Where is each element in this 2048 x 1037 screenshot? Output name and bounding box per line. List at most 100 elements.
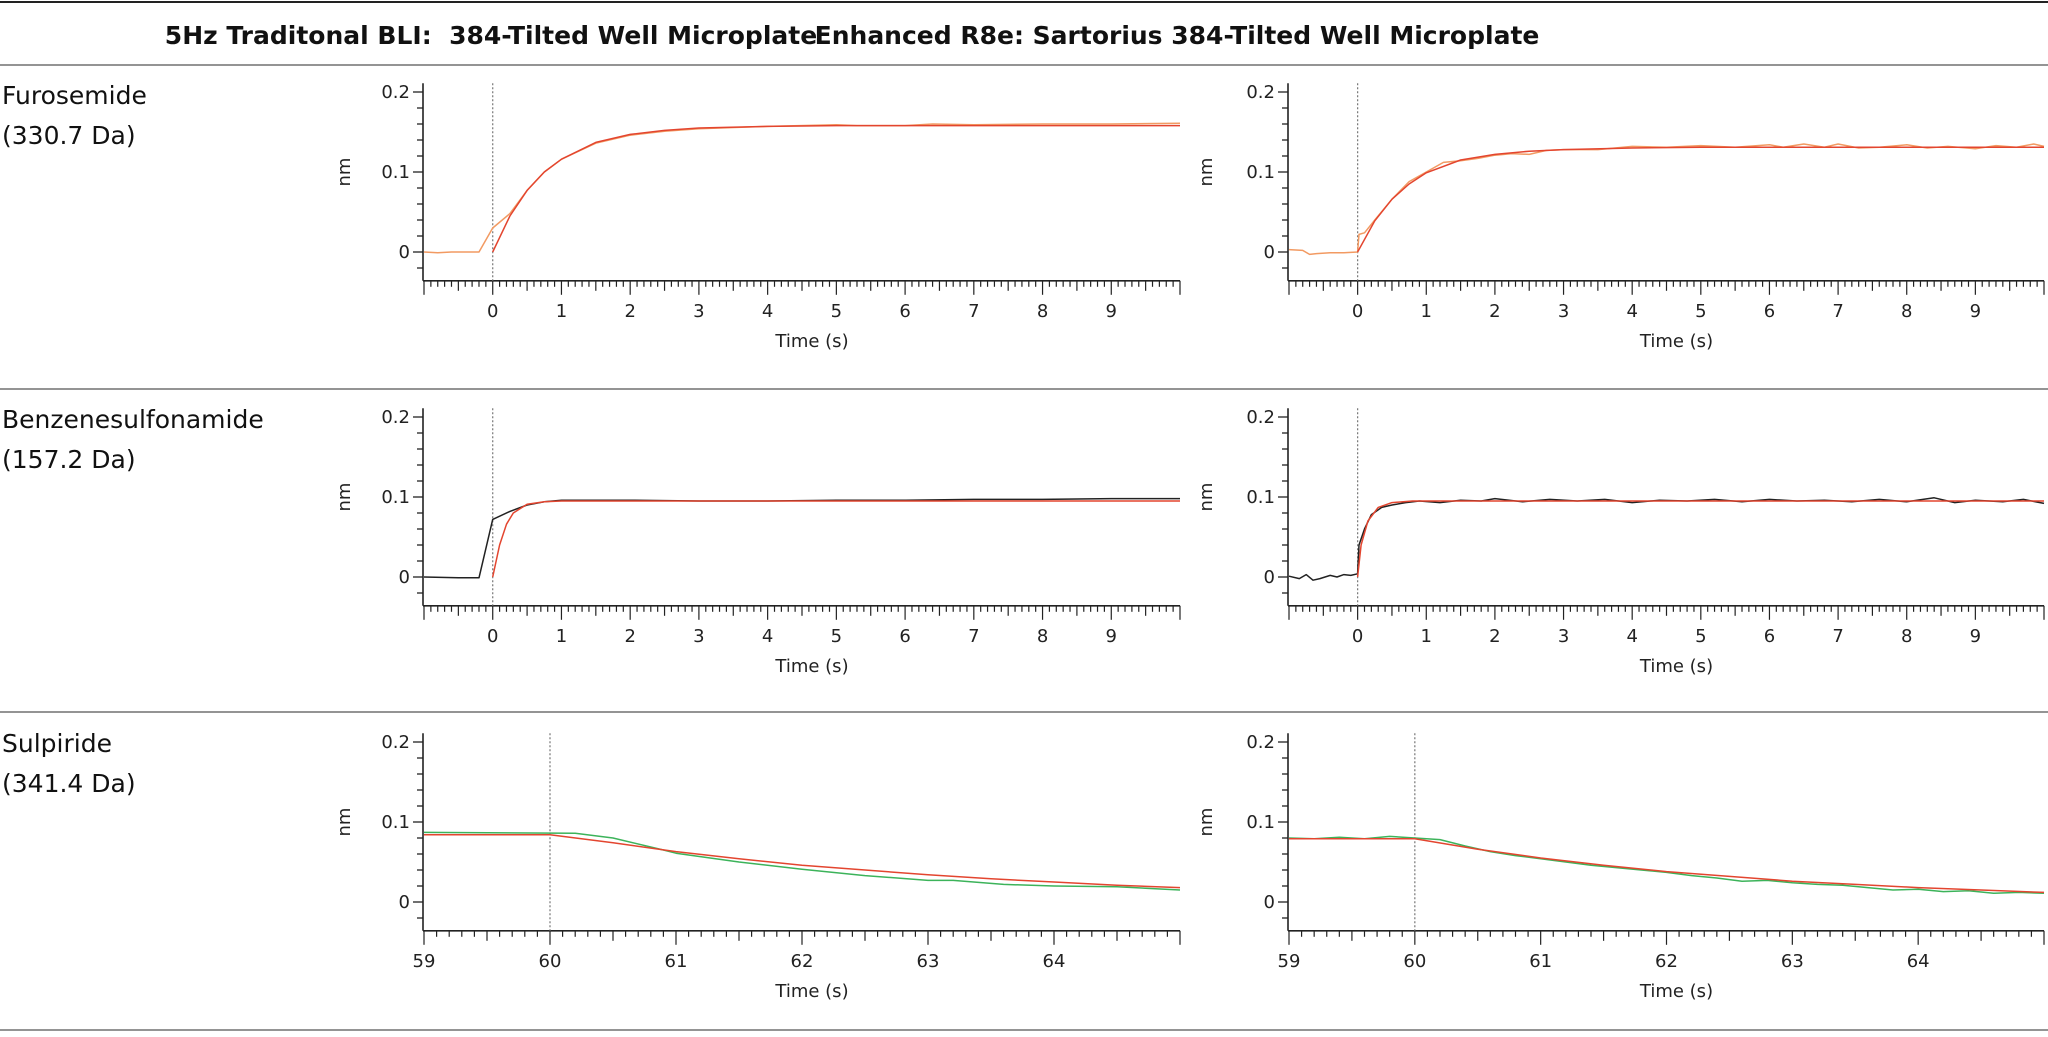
x-tick-label: 64 xyxy=(1043,951,1066,972)
x-tick-label: 1 xyxy=(1421,301,1432,322)
x-tick-label: 8 xyxy=(1901,626,1912,647)
y-tick-label: 0 xyxy=(1264,892,1275,913)
y-tick-label: 0.1 xyxy=(381,162,410,183)
x-tick-label: 5 xyxy=(1695,626,1706,647)
row-label-mass: (330.7 Da) xyxy=(2,121,136,150)
column-title-left: 5Hz Traditonal BLI: 384-Tilted Well Micr… xyxy=(165,21,817,50)
y-tick-label: 0.2 xyxy=(1246,407,1275,428)
data-curve xyxy=(1288,835,2045,894)
x-tick-label: 4 xyxy=(1626,301,1637,322)
x-tick-label: 3 xyxy=(693,301,704,322)
y-tick-label: 0 xyxy=(399,567,410,588)
x-tick-label: 2 xyxy=(1489,626,1500,647)
x-axis-label: Time (s) xyxy=(1639,331,1713,352)
x-tick-label: 62 xyxy=(1655,951,1678,972)
x-tick-label: 63 xyxy=(1781,951,1804,972)
y-axis-label: nm xyxy=(1196,483,1217,512)
y-tick-label: 0.2 xyxy=(1246,732,1275,753)
x-tick-label: 9 xyxy=(1106,626,1117,647)
y-tick-label: 0.2 xyxy=(1246,82,1275,103)
x-tick-label: 9 xyxy=(1970,626,1981,647)
row-label-mass: (157.2 Da) xyxy=(2,445,136,474)
x-axis-label: Time (s) xyxy=(1639,981,1713,1002)
data-curve xyxy=(1288,143,2045,256)
x-tick-label: 60 xyxy=(539,951,562,972)
row-label-compound: Sulpiride xyxy=(2,729,112,758)
x-tick-label: 6 xyxy=(1764,626,1775,647)
x-tick-label: 1 xyxy=(556,626,567,647)
chart-panel: 0 0.1 0.2 59 60 61 62 63 64 Time (s) nm xyxy=(334,732,1181,1002)
y-axis-label: nm xyxy=(1196,158,1217,187)
x-tick-label: 2 xyxy=(1489,301,1500,322)
x-tick-label: 6 xyxy=(899,301,910,322)
x-tick-label: 8 xyxy=(1037,301,1048,322)
x-axis-label: Time (s) xyxy=(774,981,848,1002)
x-tick-label: 7 xyxy=(1832,626,1843,647)
chart-panel: 0 0.1 0.2 59 60 61 62 63 64 Time (s) nm xyxy=(1196,732,2045,1002)
y-tick-label: 0.2 xyxy=(381,732,410,753)
x-tick-label: 7 xyxy=(968,626,979,647)
x-tick-label: 62 xyxy=(791,951,814,972)
y-axis-label: nm xyxy=(334,808,355,837)
x-tick-label: 61 xyxy=(1529,951,1552,972)
x-tick-label: 3 xyxy=(1558,626,1569,647)
y-tick-label: 0 xyxy=(399,892,410,913)
x-tick-label: 6 xyxy=(899,626,910,647)
fit-curve xyxy=(1356,146,2044,253)
y-tick-label: 0.1 xyxy=(1246,812,1275,833)
x-tick-label: 0 xyxy=(487,626,498,647)
x-tick-label: 61 xyxy=(665,951,688,972)
x-tick-label: 4 xyxy=(1626,626,1637,647)
x-tick-label: 9 xyxy=(1106,301,1117,322)
data-curve xyxy=(423,497,1180,579)
chart-panel: 0 0.1 0.2 0 1 2 3 4 5 6 7 8 9 Time (s) nm xyxy=(1196,82,2045,352)
x-tick-label: 1 xyxy=(1421,626,1432,647)
y-axis-label: nm xyxy=(334,483,355,512)
y-tick-label: 0.1 xyxy=(381,812,410,833)
fit-curve xyxy=(491,500,1180,578)
x-axis-label: Time (s) xyxy=(774,331,848,352)
data-curve xyxy=(423,831,1181,891)
row-label-compound: Furosemide xyxy=(2,81,147,110)
x-tick-label: 4 xyxy=(762,626,773,647)
y-tick-label: 0 xyxy=(399,242,410,263)
x-tick-label: 7 xyxy=(968,301,979,322)
x-tick-label: 63 xyxy=(917,951,940,972)
y-tick-label: 0.1 xyxy=(1246,487,1275,508)
x-tick-label: 0 xyxy=(487,301,498,322)
fit-curve xyxy=(1289,838,2045,894)
x-tick-label: 8 xyxy=(1037,626,1048,647)
chart-panel: 0 0.1 0.2 0 1 2 3 4 5 6 7 8 9 Time (s) nm xyxy=(1196,407,2045,677)
x-tick-label: 5 xyxy=(831,301,842,322)
row-label-mass: (341.4 Da) xyxy=(2,769,136,798)
x-tick-label: 1 xyxy=(556,301,567,322)
x-axis-label: Time (s) xyxy=(1639,656,1713,677)
x-tick-label: 6 xyxy=(1764,301,1775,322)
y-tick-label: 0.2 xyxy=(381,82,410,103)
y-tick-label: 0 xyxy=(1264,242,1275,263)
y-tick-label: 0 xyxy=(1264,567,1275,588)
x-tick-label: 3 xyxy=(1558,301,1569,322)
x-tick-label: 5 xyxy=(1695,301,1706,322)
x-tick-label: 0 xyxy=(1352,626,1363,647)
x-tick-label: 7 xyxy=(1832,301,1843,322)
x-tick-label: 5 xyxy=(831,626,842,647)
fit-curve xyxy=(492,124,1180,253)
chart-panel: 0 0.1 0.2 0 1 2 3 4 5 6 7 8 9 Time (s) nm xyxy=(334,82,1181,352)
y-tick-label: 0.1 xyxy=(1246,162,1275,183)
x-axis-label: Time (s) xyxy=(774,656,848,677)
x-tick-label: 60 xyxy=(1403,951,1426,972)
y-tick-label: 0.2 xyxy=(381,407,410,428)
x-tick-label: 2 xyxy=(624,626,635,647)
x-tick-label: 59 xyxy=(413,951,436,972)
x-tick-label: 4 xyxy=(762,301,773,322)
x-tick-label: 8 xyxy=(1901,301,1912,322)
x-tick-label: 2 xyxy=(624,301,635,322)
row-label-compound: Benzenesulfonamide xyxy=(2,405,264,434)
column-title-right: Enhanced R8e: Sartorius 384-Tilted Well … xyxy=(815,21,1540,50)
data-curve xyxy=(423,122,1181,254)
x-tick-label: 3 xyxy=(693,626,704,647)
y-axis-label: nm xyxy=(334,158,355,187)
data-curve xyxy=(1288,497,2045,581)
